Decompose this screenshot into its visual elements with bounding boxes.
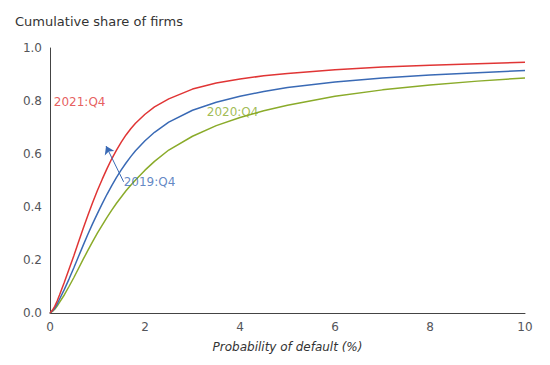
svg-text:10: 10 <box>517 320 532 334</box>
svg-text:Probability of default (%): Probability of default (%) <box>213 340 363 354</box>
svg-text:2: 2 <box>141 320 149 334</box>
svg-text:Cumulative share of firms: Cumulative share of firms <box>15 14 183 29</box>
svg-text:0.8: 0.8 <box>23 94 42 108</box>
svg-text:8: 8 <box>426 320 434 334</box>
svg-text:2021:Q4: 2021:Q4 <box>54 95 106 109</box>
svg-text:2020:Q4: 2020:Q4 <box>207 105 259 119</box>
svg-text:0.6: 0.6 <box>23 147 42 161</box>
svg-text:0.4: 0.4 <box>23 200 42 214</box>
svg-text:6: 6 <box>331 320 339 334</box>
svg-text:0.0: 0.0 <box>23 306 42 320</box>
svg-text:0.2: 0.2 <box>23 253 42 267</box>
svg-text:4: 4 <box>236 320 244 334</box>
svg-text:1.0: 1.0 <box>23 41 42 55</box>
svg-text:0: 0 <box>46 320 54 334</box>
svg-text:2019:Q4: 2019:Q4 <box>124 175 176 189</box>
